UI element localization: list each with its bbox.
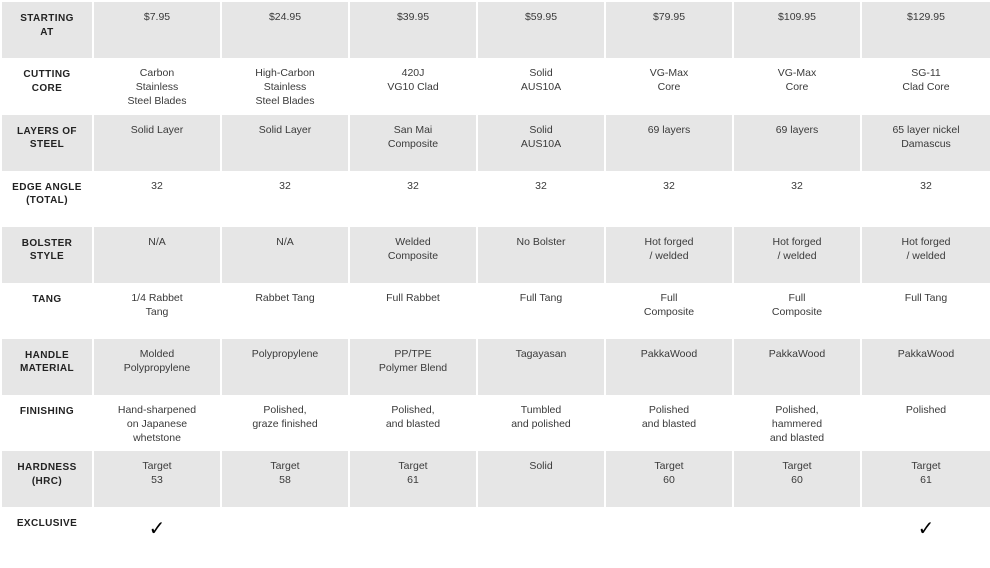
table-cell: FullComposite <box>734 283 862 339</box>
table-cell: Hot forged/ welded <box>734 227 862 283</box>
table-cell: WeldedComposite <box>350 227 478 283</box>
comparison-table: STARTINGAT$7.95$24.95$39.95$59.95$79.95$… <box>2 2 990 563</box>
table-cell <box>350 507 478 563</box>
table-cell: PakkaWood <box>606 339 734 395</box>
table-cell: Polished,graze finished <box>222 395 350 452</box>
table-cell: San MaiComposite <box>350 115 478 171</box>
table-cell: Target60 <box>734 451 862 507</box>
table-cell: SolidAUS10A <box>478 58 606 115</box>
table-cell: Hot forged/ welded <box>862 227 990 283</box>
table-row: EDGE ANGLE(TOTAL)32323232323232 <box>2 171 990 227</box>
table-cell: 32 <box>606 171 734 227</box>
table-cell: Tumbledand polished <box>478 395 606 452</box>
table-cell <box>734 507 862 563</box>
row-header: EDGE ANGLE(TOTAL) <box>2 171 94 227</box>
check-icon: ✓ <box>149 515 166 539</box>
table-cell: Full Rabbet <box>350 283 478 339</box>
table-row: LAYERS OFSTEELSolid LayerSolid LayerSan … <box>2 115 990 171</box>
table-cell: 1/4 RabbetTang <box>94 283 222 339</box>
table-cell: 32 <box>734 171 862 227</box>
row-header: CUTTINGCORE <box>2 58 94 115</box>
table-cell: Target58 <box>222 451 350 507</box>
table-cell: $39.95 <box>350 2 478 58</box>
row-header: HARDNESS(HRC) <box>2 451 94 507</box>
row-header: LAYERS OFSTEEL <box>2 115 94 171</box>
table-cell: ✓ <box>862 507 990 563</box>
table-cell: PakkaWood <box>862 339 990 395</box>
table-cell: Rabbet Tang <box>222 283 350 339</box>
table-row: STARTINGAT$7.95$24.95$39.95$59.95$79.95$… <box>2 2 990 58</box>
table-cell: SolidAUS10A <box>478 115 606 171</box>
table-cell <box>478 507 606 563</box>
table-cell: Polished,hammeredand blasted <box>734 395 862 452</box>
row-header: STARTINGAT <box>2 2 94 58</box>
row-header: FINISHING <box>2 395 94 452</box>
table-cell: N/A <box>222 227 350 283</box>
table-row: HANDLEMATERIALMoldedPolypropylenePolypro… <box>2 339 990 395</box>
table-cell: Target60 <box>606 451 734 507</box>
table-cell: Target61 <box>350 451 478 507</box>
table-cell: CarbonStainlessSteel Blades <box>94 58 222 115</box>
table-cell: $24.95 <box>222 2 350 58</box>
table-cell: Polished,and blasted <box>350 395 478 452</box>
table-cell: 69 layers <box>606 115 734 171</box>
table-cell: No Bolster <box>478 227 606 283</box>
table-cell: VG-MaxCore <box>734 58 862 115</box>
row-header: HANDLEMATERIAL <box>2 339 94 395</box>
table-cell: Target53 <box>94 451 222 507</box>
table-cell: SG-11Clad Core <box>862 58 990 115</box>
table-cell: MoldedPolypropylene <box>94 339 222 395</box>
table-cell: PakkaWood <box>734 339 862 395</box>
table-cell: PP/TPEPolymer Blend <box>350 339 478 395</box>
table-row: HARDNESS(HRC)Target53Target58Target61Sol… <box>2 451 990 507</box>
row-header: TANG <box>2 283 94 339</box>
table-cell: 65 layer nickelDamascus <box>862 115 990 171</box>
table-cell: VG-MaxCore <box>606 58 734 115</box>
table-cell: High-CarbonStainlessSteel Blades <box>222 58 350 115</box>
table-cell: Full Tang <box>478 283 606 339</box>
table-cell: ✓ <box>94 507 222 563</box>
table-cell <box>222 507 350 563</box>
table-row: FINISHINGHand-sharpenedon Japanesewhetst… <box>2 395 990 452</box>
table-cell: Solid <box>478 451 606 507</box>
table-row: BOLSTERSTYLEN/AN/AWeldedCompositeNo Bols… <box>2 227 990 283</box>
table-cell: Hand-sharpenedon Japanesewhetstone <box>94 395 222 452</box>
table-row: CUTTINGCORECarbonStainlessSteel BladesHi… <box>2 58 990 115</box>
table-cell: $129.95 <box>862 2 990 58</box>
table-cell: Polypropylene <box>222 339 350 395</box>
table-cell: 420JVG10 Clad <box>350 58 478 115</box>
table-cell: Target61 <box>862 451 990 507</box>
table-cell: Solid Layer <box>222 115 350 171</box>
table-cell: Hot forged/ welded <box>606 227 734 283</box>
table-cell: Full Tang <box>862 283 990 339</box>
table-cell: 32 <box>862 171 990 227</box>
table-cell: $79.95 <box>606 2 734 58</box>
table-cell: 32 <box>94 171 222 227</box>
table-cell: FullComposite <box>606 283 734 339</box>
table-cell: $109.95 <box>734 2 862 58</box>
table-cell: 32 <box>478 171 606 227</box>
table-cell: Solid Layer <box>94 115 222 171</box>
check-icon: ✓ <box>918 515 935 539</box>
table-cell: 32 <box>350 171 478 227</box>
table-row: EXCLUSIVE ✓ ✓ <box>2 507 990 563</box>
table-cell <box>606 507 734 563</box>
table-cell: 69 layers <box>734 115 862 171</box>
table-cell: Tagayasan <box>478 339 606 395</box>
row-header: BOLSTERSTYLE <box>2 227 94 283</box>
table-row: TANG1/4 RabbetTangRabbet TangFull Rabbet… <box>2 283 990 339</box>
table-cell: $59.95 <box>478 2 606 58</box>
table-cell: Polished <box>862 395 990 452</box>
table-cell: Polishedand blasted <box>606 395 734 452</box>
table-cell: 32 <box>222 171 350 227</box>
table-cell: N/A <box>94 227 222 283</box>
table-cell: $7.95 <box>94 2 222 58</box>
row-header: EXCLUSIVE <box>2 507 94 563</box>
